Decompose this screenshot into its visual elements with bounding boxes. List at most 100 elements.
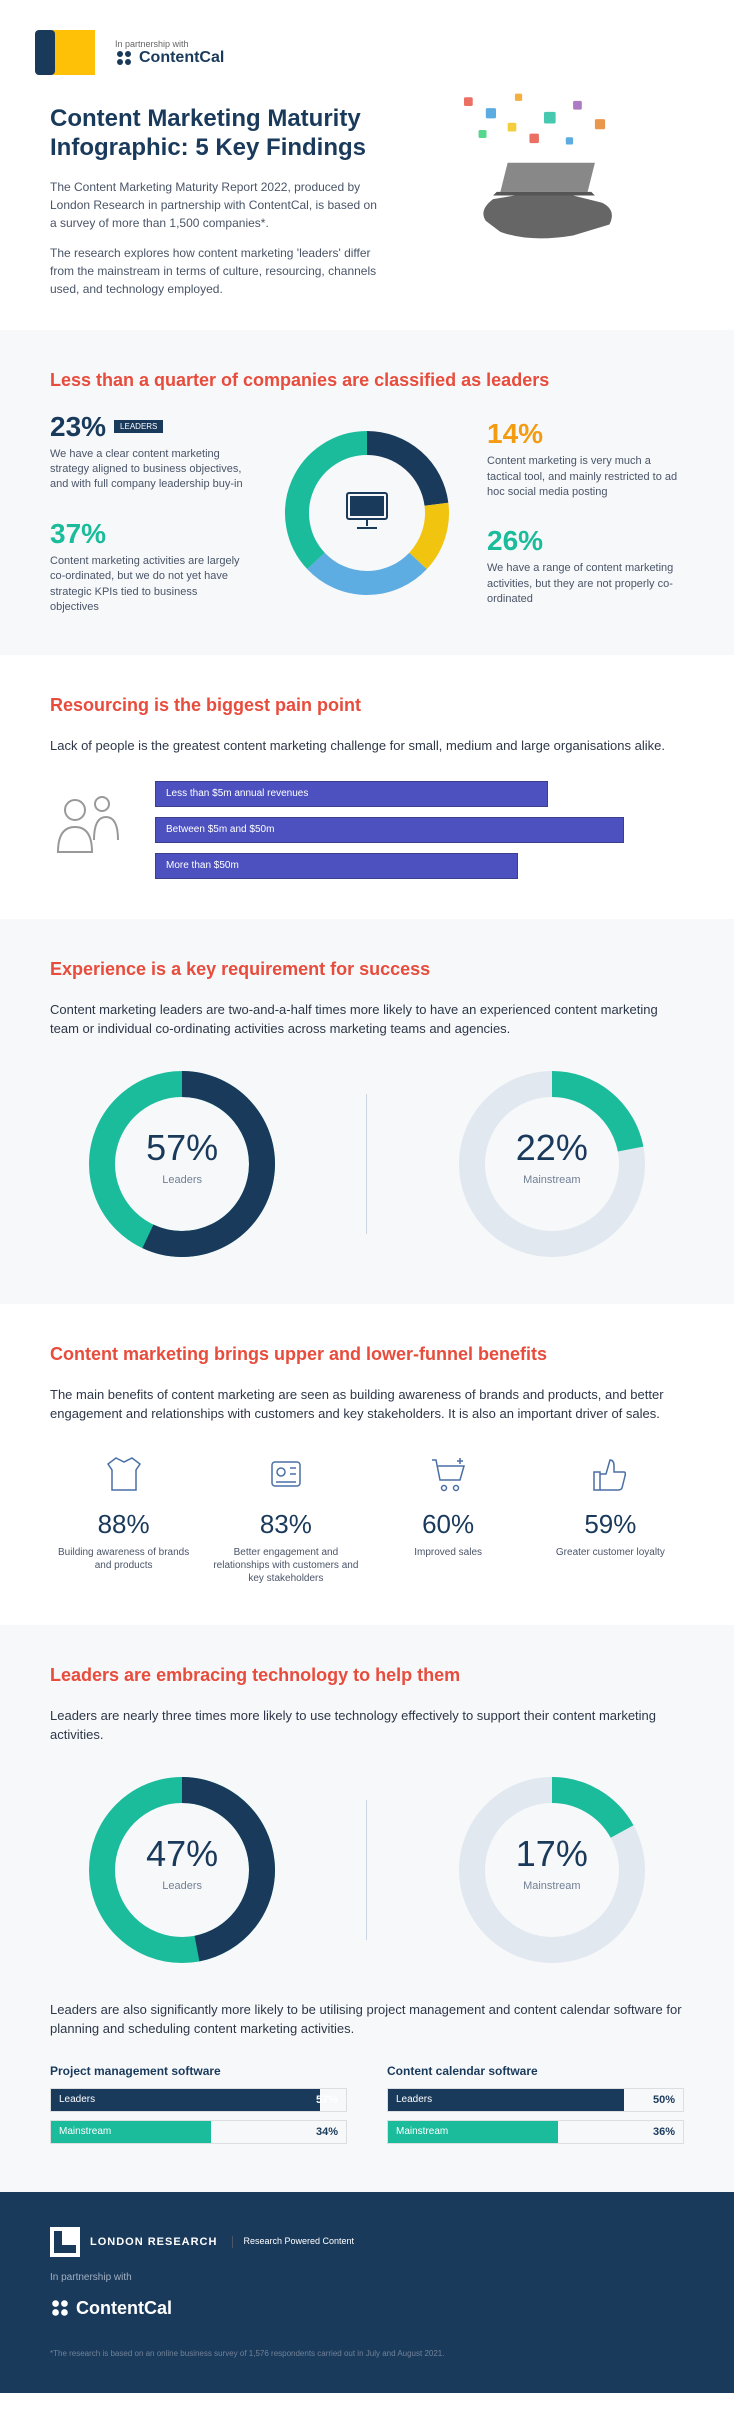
intro-para-1: The Content Marketing Maturity Report 20… bbox=[50, 178, 384, 232]
sbar-pct: 36% bbox=[653, 2126, 675, 2138]
donut-pct: 47% bbox=[146, 1833, 218, 1875]
stat-item: 37% Content marketing activities are lar… bbox=[50, 518, 247, 616]
donut-chart: 17% Mainstream bbox=[452, 1770, 652, 1970]
footer-contentcal: ContentCal bbox=[50, 2298, 684, 2319]
section4-title: Content marketing brings upper and lower… bbox=[50, 1344, 684, 1365]
donut-chart: 47% Leaders bbox=[82, 1770, 282, 1970]
stat-desc: Content marketing is very much a tactica… bbox=[487, 454, 684, 500]
stat-pct: 26% bbox=[487, 525, 684, 557]
footnote: *The research is based on an online busi… bbox=[50, 2349, 684, 2358]
sbar-pct: 57% bbox=[316, 2094, 338, 2106]
donut-label: Leaders bbox=[162, 1880, 202, 1892]
benefit-pct: 83% bbox=[212, 1509, 359, 1540]
hbar-row: Between $5m and $50m 62% bbox=[155, 817, 684, 843]
benefit-item: 59% Greater customer loyalty bbox=[537, 1449, 684, 1585]
section3-title: Experience is a key requirement for succ… bbox=[50, 959, 684, 980]
benefit-pct: 59% bbox=[537, 1509, 684, 1540]
leaders-badge: LEADERS bbox=[114, 420, 163, 433]
stat-desc: Content marketing activities are largely… bbox=[50, 554, 247, 616]
benefit-item: 83% Better engagement and relationships w… bbox=[212, 1449, 359, 1585]
donut-pct: 57% bbox=[146, 1127, 218, 1169]
hbar-pct: 62% bbox=[654, 824, 676, 836]
section-experience: Experience is a key requirement for succ… bbox=[0, 919, 734, 1304]
resourcing-bars: Less than $5m annual revenues 52% Between … bbox=[155, 781, 684, 879]
benefit-pct: 88% bbox=[50, 1509, 197, 1540]
footer-partner: In partnership with bbox=[50, 2272, 684, 2283]
footer-lr-logo: LONDON RESEARCH Research Powered Content bbox=[50, 2227, 684, 2257]
monitor-icon bbox=[342, 488, 392, 538]
sbar-label: Leaders bbox=[396, 2094, 432, 2105]
benefits-row: 88% Building awareness of brands and prod… bbox=[50, 1449, 684, 1585]
stat-pct: 37% bbox=[50, 518, 247, 550]
stat-col-left: 23%LEADERS We have a clear content marke… bbox=[50, 411, 247, 616]
hbar-label: Less than $5m annual revenues bbox=[166, 788, 308, 799]
software-bar: Mainstream 34% bbox=[50, 2120, 347, 2144]
software-title: Project management software bbox=[50, 2064, 347, 2078]
benefit-label: Greater customer loyalty bbox=[537, 1546, 684, 1559]
hbar-row: More than $50m 48% bbox=[155, 853, 684, 879]
donut-label: Mainstream bbox=[523, 1880, 580, 1892]
footer: LONDON RESEARCH Research Powered Content… bbox=[0, 2192, 734, 2393]
donut-pct: 17% bbox=[516, 1833, 588, 1875]
section5-title: Leaders are embracing technology to help… bbox=[50, 1665, 684, 1686]
stat-col-right: 14% Content marketing is very much a tac… bbox=[487, 418, 684, 607]
section-leaders: Less than a quarter of companies are cla… bbox=[0, 330, 734, 656]
benefit-label: Better engagement and relationships with… bbox=[212, 1546, 359, 1585]
section2-subtitle: Lack of people is the greatest content m… bbox=[50, 736, 684, 756]
software-row: Project management software Leaders 57% Mai… bbox=[50, 2064, 684, 2152]
software-bar: Mainstream36% bbox=[387, 2120, 684, 2144]
section3-subtitle: Content marketing leaders are two-and-a-… bbox=[50, 1000, 684, 1039]
section2-title: Resourcing is the biggest pain point bbox=[50, 695, 684, 716]
sbar-pct: 50% bbox=[653, 2094, 675, 2106]
hbar-pct: 48% bbox=[654, 860, 676, 872]
thumb-icon bbox=[537, 1449, 684, 1499]
stat-desc: We have a clear content marketing strate… bbox=[50, 447, 247, 493]
classification-donut bbox=[277, 423, 457, 603]
section1-title: Less than a quarter of companies are cla… bbox=[50, 370, 684, 391]
people-icon bbox=[50, 792, 130, 867]
section4-subtitle: The main benefits of content marketing a… bbox=[50, 1385, 684, 1424]
shirt-icon bbox=[50, 1449, 197, 1499]
stat-desc: We have a range of content marketing act… bbox=[487, 561, 684, 607]
section-benefits: Content marketing brings upper and lower… bbox=[0, 1304, 734, 1625]
software-col: Content calendar software Leaders 50% Mains… bbox=[387, 2064, 684, 2152]
software-bar: Leaders 50% bbox=[387, 2088, 684, 2112]
sbar-label: Leaders bbox=[59, 2094, 95, 2105]
section-technology: Leaders are embracing technology to help… bbox=[0, 1625, 734, 2192]
logo-row: In partnership with ContentCal bbox=[50, 30, 384, 75]
benefit-label: Improved sales bbox=[375, 1546, 522, 1559]
donut-chart: 57% Leaders bbox=[82, 1064, 282, 1264]
partner-text: In partnership with bbox=[115, 39, 224, 49]
section5-subtitle2: Leaders are also significantly more like… bbox=[50, 2000, 684, 2039]
sbar-pct: 34% bbox=[316, 2126, 338, 2138]
hbar-label: Between $5m and $50m bbox=[166, 824, 274, 835]
stat-pct: 14% bbox=[487, 418, 684, 450]
software-title: Content calendar software bbox=[387, 2064, 684, 2078]
hero-image bbox=[404, 30, 684, 250]
stat-item: 14% Content marketing is very much a tac… bbox=[487, 418, 684, 500]
id-icon bbox=[212, 1449, 359, 1499]
stat-item: 26% We have a range of content marketing… bbox=[487, 525, 684, 607]
donut-chart: 22% Mainstream bbox=[452, 1064, 652, 1264]
stat-pct: 23%LEADERS bbox=[50, 411, 247, 443]
page-title: Content Marketing Maturity Infographic: … bbox=[50, 105, 384, 163]
benefit-item: 88% Building awareness of brands and prod… bbox=[50, 1449, 197, 1585]
hbar-label: More than $50m bbox=[166, 860, 239, 871]
contentcal-logo: ContentCal bbox=[115, 49, 224, 67]
hbar-pct: 52% bbox=[654, 788, 676, 800]
stat-item: 23%LEADERS We have a clear content marke… bbox=[50, 411, 247, 493]
software-col: Project management software Leaders 57% Mai… bbox=[50, 2064, 347, 2152]
donut-pct: 22% bbox=[516, 1127, 588, 1169]
lr-logo bbox=[50, 30, 95, 75]
sbar-label: Mainstream bbox=[59, 2126, 111, 2137]
donut-label: Leaders bbox=[162, 1174, 202, 1186]
header: In partnership with ContentCal Content M… bbox=[0, 0, 734, 330]
benefit-pct: 60% bbox=[375, 1509, 522, 1540]
hbar-row: Less than $5m annual revenues 52% bbox=[155, 781, 684, 807]
benefit-label: Building awareness of brands and product… bbox=[50, 1546, 197, 1572]
donut-label: Mainstream bbox=[523, 1174, 580, 1186]
benefit-item: 60% Improved sales bbox=[375, 1449, 522, 1585]
section-resourcing: Resourcing is the biggest pain point Lac… bbox=[0, 655, 734, 919]
cart-icon bbox=[375, 1449, 522, 1499]
contentcal-icon bbox=[115, 49, 133, 67]
